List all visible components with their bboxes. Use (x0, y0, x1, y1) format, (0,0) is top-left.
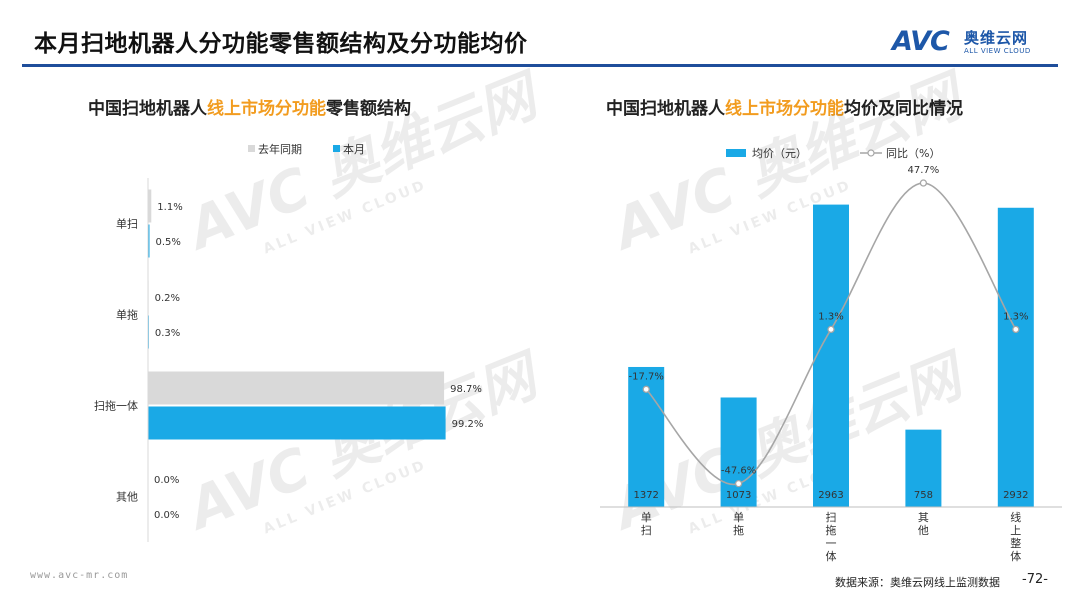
page-number: -72- (1022, 572, 1048, 587)
data-label: 0.2% (155, 293, 180, 304)
data-label: 1.1% (157, 202, 182, 213)
line-point (734, 480, 743, 488)
category-label: 扫拖一体 (94, 399, 138, 413)
left-title-post: 零售额结构 (326, 99, 411, 119)
title-divider (22, 64, 1058, 67)
category-label: 单拖 (116, 308, 138, 322)
legend-swatch (726, 149, 746, 157)
bar (720, 397, 757, 507)
data-label: 98.7% (450, 384, 482, 395)
right-title-pre: 中国扫地机器人 (606, 99, 725, 119)
left-title-pre: 中国扫地机器人 (88, 99, 207, 119)
legend-label: 去年同期 (258, 142, 302, 156)
data-label: 0.0% (154, 510, 179, 521)
category-label: 单扫 (641, 511, 652, 537)
data-label: 99.2% (452, 419, 484, 430)
bar-value-label: 758 (914, 490, 933, 501)
category-label: 单扫 (116, 218, 138, 231)
category-label: 单拖 (733, 511, 744, 537)
bar-value-label: 2963 (818, 490, 843, 501)
legend-marker (867, 149, 875, 157)
bar (813, 204, 849, 507)
right-chart-title: 中国扫地机器人线上市场分功能均价及同比情况 (606, 94, 963, 119)
line-point (919, 179, 928, 187)
category-label: 其他 (918, 511, 929, 537)
legend-swatch (248, 145, 255, 152)
footer-url: www.avc-mr.com (30, 570, 129, 581)
footer-source: 数据来源：奥维云网线上监测数据 (835, 576, 1000, 589)
bar (997, 207, 1034, 507)
logo-mark: AVC (892, 26, 950, 57)
line-value-label: 1.3% (818, 311, 843, 322)
line-value-label: -17.7% (629, 371, 664, 382)
legend-label: 本月 (343, 142, 365, 156)
line-point (1012, 325, 1020, 334)
logo-cn: 奥维云网 (964, 29, 1029, 47)
line-value-label: 47.7% (908, 165, 940, 176)
data-label: 0.3% (155, 328, 180, 339)
right-combo-chart: 均价（元） 同比（%） 1372 1073 2963 758 2932 单扫 单拖 扫拖一体 其他 线… (600, 147, 1062, 563)
bar-value-label: 2932 (1003, 490, 1028, 501)
line-point (642, 385, 650, 393)
bar (905, 429, 942, 507)
right-title-post: 均价及同比情况 (844, 99, 963, 119)
logo-en: ALL VIEW CLOUD (964, 47, 1031, 55)
legend-swatch (333, 145, 340, 152)
category-label: 扫拖一体 (826, 511, 837, 563)
line-point (827, 325, 835, 334)
bar (148, 189, 152, 223)
bar-value-label: 1372 (633, 490, 658, 501)
bar (148, 406, 446, 440)
legend-label: 均价（元） (752, 147, 807, 160)
right-title-highlight: 线上市场分功能 (725, 99, 844, 119)
line-value-label: 1.3% (1003, 311, 1028, 322)
category-label: 线上整体 (1010, 510, 1021, 563)
legend-label: 同比（%） (886, 147, 940, 160)
data-label: 0.5% (156, 237, 181, 248)
category-label: 其他 (116, 491, 138, 504)
avc-logo: AVC 奥维云网 ALL VIEW CLOUD (892, 26, 1062, 60)
bar-value-label: 1073 (726, 490, 751, 501)
left-chart-title: 中国扫地机器人线上市场分功能零售额结构 (88, 94, 411, 119)
left-title-highlight: 线上市场分功能 (207, 99, 326, 119)
bar (148, 371, 445, 405)
bar (148, 224, 150, 258)
line-value-label: -47.6% (721, 466, 756, 477)
data-label: 0.0% (154, 475, 179, 486)
page-title: 本月扫地机器人分功能零售额结构及分功能均价 (34, 31, 528, 57)
